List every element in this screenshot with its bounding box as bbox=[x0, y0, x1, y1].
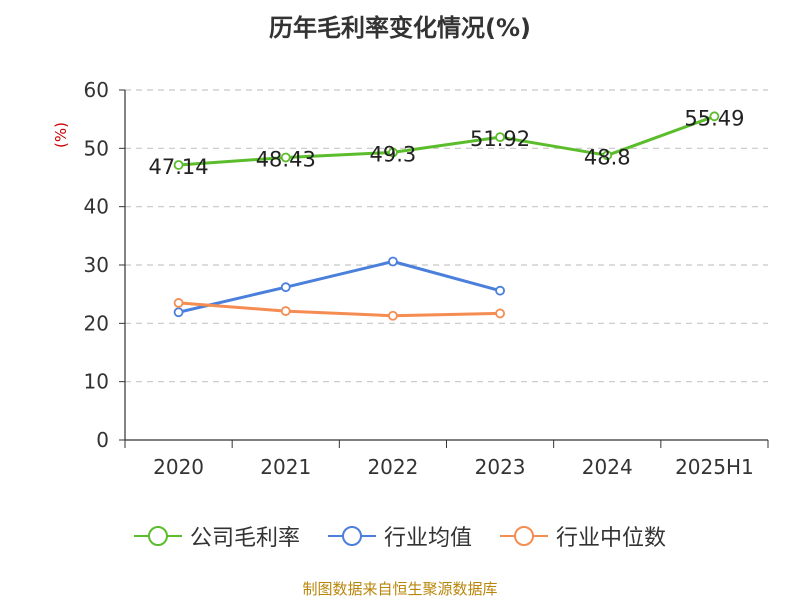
data-point bbox=[495, 285, 505, 296]
data-point bbox=[709, 111, 720, 122]
x-tick-label: 2025H1 bbox=[675, 455, 754, 479]
data-point bbox=[388, 147, 398, 158]
data-label: 48.8 bbox=[584, 145, 631, 169]
data-source: 制图数据来自恒生聚源数据库 bbox=[302, 580, 498, 598]
x-tick-label: 2020 bbox=[153, 455, 204, 479]
legend-label: 公司毛利率 bbox=[189, 526, 300, 551]
x-tick-label: 2023 bbox=[475, 455, 526, 479]
x-tick-label: 2022 bbox=[367, 455, 418, 479]
legend-item[interactable]: 公司毛利率 bbox=[133, 520, 300, 552]
data-point bbox=[280, 152, 291, 163]
data-label: 49.3 bbox=[370, 142, 417, 166]
y-tick-label: 50 bbox=[84, 136, 109, 160]
y-tick-label: 0 bbox=[96, 428, 109, 452]
legend-label: 行业中位数 bbox=[556, 526, 667, 551]
legend-item[interactable]: 行业均值 bbox=[327, 520, 472, 552]
data-point bbox=[280, 306, 291, 316]
y-tick-label: 30 bbox=[84, 253, 109, 277]
data-point bbox=[495, 308, 505, 319]
series-line bbox=[178, 114, 715, 167]
y-tick-label: 20 bbox=[84, 311, 109, 335]
x-tick-label: 2024 bbox=[582, 455, 633, 479]
data-label: 55.49 bbox=[684, 106, 744, 130]
data-label: 48.43 bbox=[256, 147, 316, 171]
legend-label: 行业均值 bbox=[383, 526, 472, 551]
data-point bbox=[388, 310, 398, 321]
series-line bbox=[178, 301, 501, 318]
legend-item[interactable]: 行业中位数 bbox=[500, 520, 666, 552]
data-point bbox=[495, 132, 505, 143]
x-tick-label: 2021 bbox=[260, 455, 311, 479]
data-point bbox=[173, 160, 184, 170]
series-line bbox=[178, 260, 501, 314]
legend: 公司毛利率 行业均值 行业中位数 bbox=[0, 520, 800, 552]
legend-marker-icon bbox=[500, 524, 548, 548]
data-label: 51.92 bbox=[470, 127, 530, 151]
y-tick-label: 60 bbox=[84, 78, 109, 102]
data-point bbox=[280, 282, 291, 293]
y-tick-label: 10 bbox=[84, 370, 109, 394]
data-point bbox=[602, 150, 613, 161]
data-point bbox=[388, 256, 398, 267]
data-label: 47.14 bbox=[149, 155, 209, 179]
data-point bbox=[173, 307, 184, 318]
chart-title: 历年毛利率变化情况(%) bbox=[269, 14, 531, 42]
y-tick-label: 40 bbox=[84, 195, 109, 219]
legend-marker-icon bbox=[327, 524, 376, 548]
data-point bbox=[173, 298, 184, 308]
legend-marker-icon bbox=[133, 524, 182, 548]
